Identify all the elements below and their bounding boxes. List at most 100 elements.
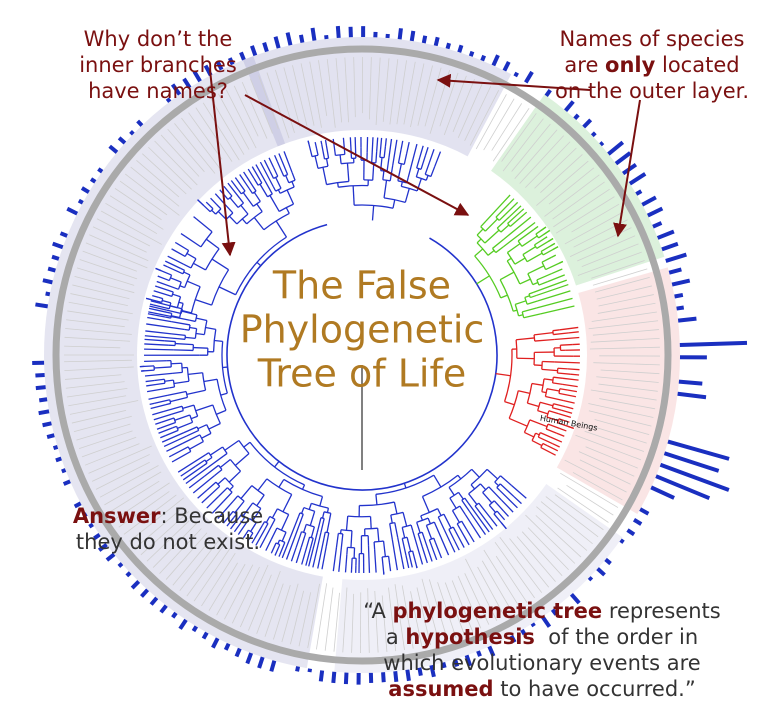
branch <box>326 513 332 533</box>
branch <box>325 531 329 534</box>
branch <box>257 478 268 491</box>
species-name-stroke <box>588 410 652 427</box>
branch <box>300 532 307 548</box>
branch <box>464 497 469 504</box>
branch <box>403 482 407 489</box>
species-name-stroke <box>231 566 260 624</box>
branch <box>214 469 223 477</box>
branch <box>141 369 155 372</box>
branch <box>295 531 303 548</box>
branch <box>506 252 516 265</box>
branch <box>145 379 155 383</box>
outer-bar <box>80 186 90 194</box>
branch <box>163 311 172 314</box>
branch <box>239 174 250 189</box>
branch <box>556 432 565 437</box>
branch <box>153 290 173 297</box>
outer-bar <box>569 592 581 605</box>
branch <box>281 516 300 559</box>
species-name-stroke <box>598 294 654 307</box>
species-name-stroke <box>481 560 513 613</box>
species-name-stroke <box>174 123 216 174</box>
branch <box>276 161 285 177</box>
species-name-stroke <box>67 310 129 321</box>
species-name-stroke <box>72 284 130 300</box>
branch <box>277 508 289 516</box>
species-name-stroke <box>527 527 569 571</box>
text-run: which evolutionary events are <box>383 651 700 675</box>
branch <box>256 203 263 213</box>
branch <box>222 452 228 457</box>
species-name-stroke <box>105 202 158 235</box>
branch <box>397 537 405 570</box>
branch <box>542 246 559 256</box>
branch <box>286 189 295 205</box>
species-name-stroke <box>596 285 652 300</box>
outer-bar <box>650 485 675 500</box>
species-name-stroke <box>540 154 583 193</box>
branch <box>552 407 562 411</box>
branch <box>243 441 251 448</box>
outer-bar <box>677 316 697 323</box>
branch <box>217 211 227 220</box>
branch <box>533 244 538 249</box>
branch <box>155 285 159 288</box>
branch <box>527 265 545 275</box>
branch <box>194 314 198 322</box>
branch <box>201 495 210 504</box>
branch <box>290 547 297 562</box>
outer-bar <box>356 672 361 685</box>
branch <box>538 436 553 445</box>
outer-bar <box>234 647 242 658</box>
species-name-stroke <box>79 259 138 280</box>
branch <box>502 221 536 248</box>
species-name-stroke <box>160 134 200 177</box>
branch <box>210 446 223 456</box>
branch <box>164 340 176 343</box>
branch <box>208 485 221 497</box>
branch <box>424 162 431 175</box>
outer-bar <box>524 70 534 84</box>
branch <box>240 190 246 195</box>
branch <box>557 422 574 429</box>
outer-bar <box>421 35 428 44</box>
species-name-stroke <box>309 61 322 128</box>
branch <box>172 371 183 375</box>
branch <box>281 160 289 175</box>
species-name-stroke <box>509 538 550 588</box>
species-name-stroke <box>577 251 642 276</box>
branch <box>184 274 191 288</box>
species-name-stroke <box>572 472 623 501</box>
species-name-stroke <box>591 311 657 322</box>
outer-bar <box>35 372 45 378</box>
branch <box>389 523 393 540</box>
branch <box>183 426 198 434</box>
branch <box>161 417 175 423</box>
branch <box>301 484 306 490</box>
branch <box>228 215 238 225</box>
species-name-stroke <box>516 536 556 582</box>
branch <box>169 399 172 404</box>
species-name-stroke <box>65 328 132 335</box>
outer-bar <box>487 645 496 657</box>
branch <box>182 404 195 410</box>
species-name-stroke <box>381 595 388 652</box>
branch <box>146 383 157 387</box>
outer-bar <box>656 229 675 240</box>
outer-bar <box>77 198 84 205</box>
branch <box>275 542 281 546</box>
species-name-stroke <box>499 536 543 593</box>
branch <box>283 151 293 174</box>
species-name-stroke <box>136 159 180 198</box>
species-name-stroke <box>181 117 222 170</box>
branch <box>206 424 212 434</box>
branch <box>164 260 182 270</box>
branch <box>416 167 422 170</box>
branch <box>495 202 511 218</box>
branch <box>420 155 426 170</box>
branch <box>548 410 559 415</box>
branch <box>201 372 207 391</box>
outer-bar <box>476 650 482 657</box>
branch <box>383 180 388 198</box>
outer-bar <box>599 141 605 147</box>
